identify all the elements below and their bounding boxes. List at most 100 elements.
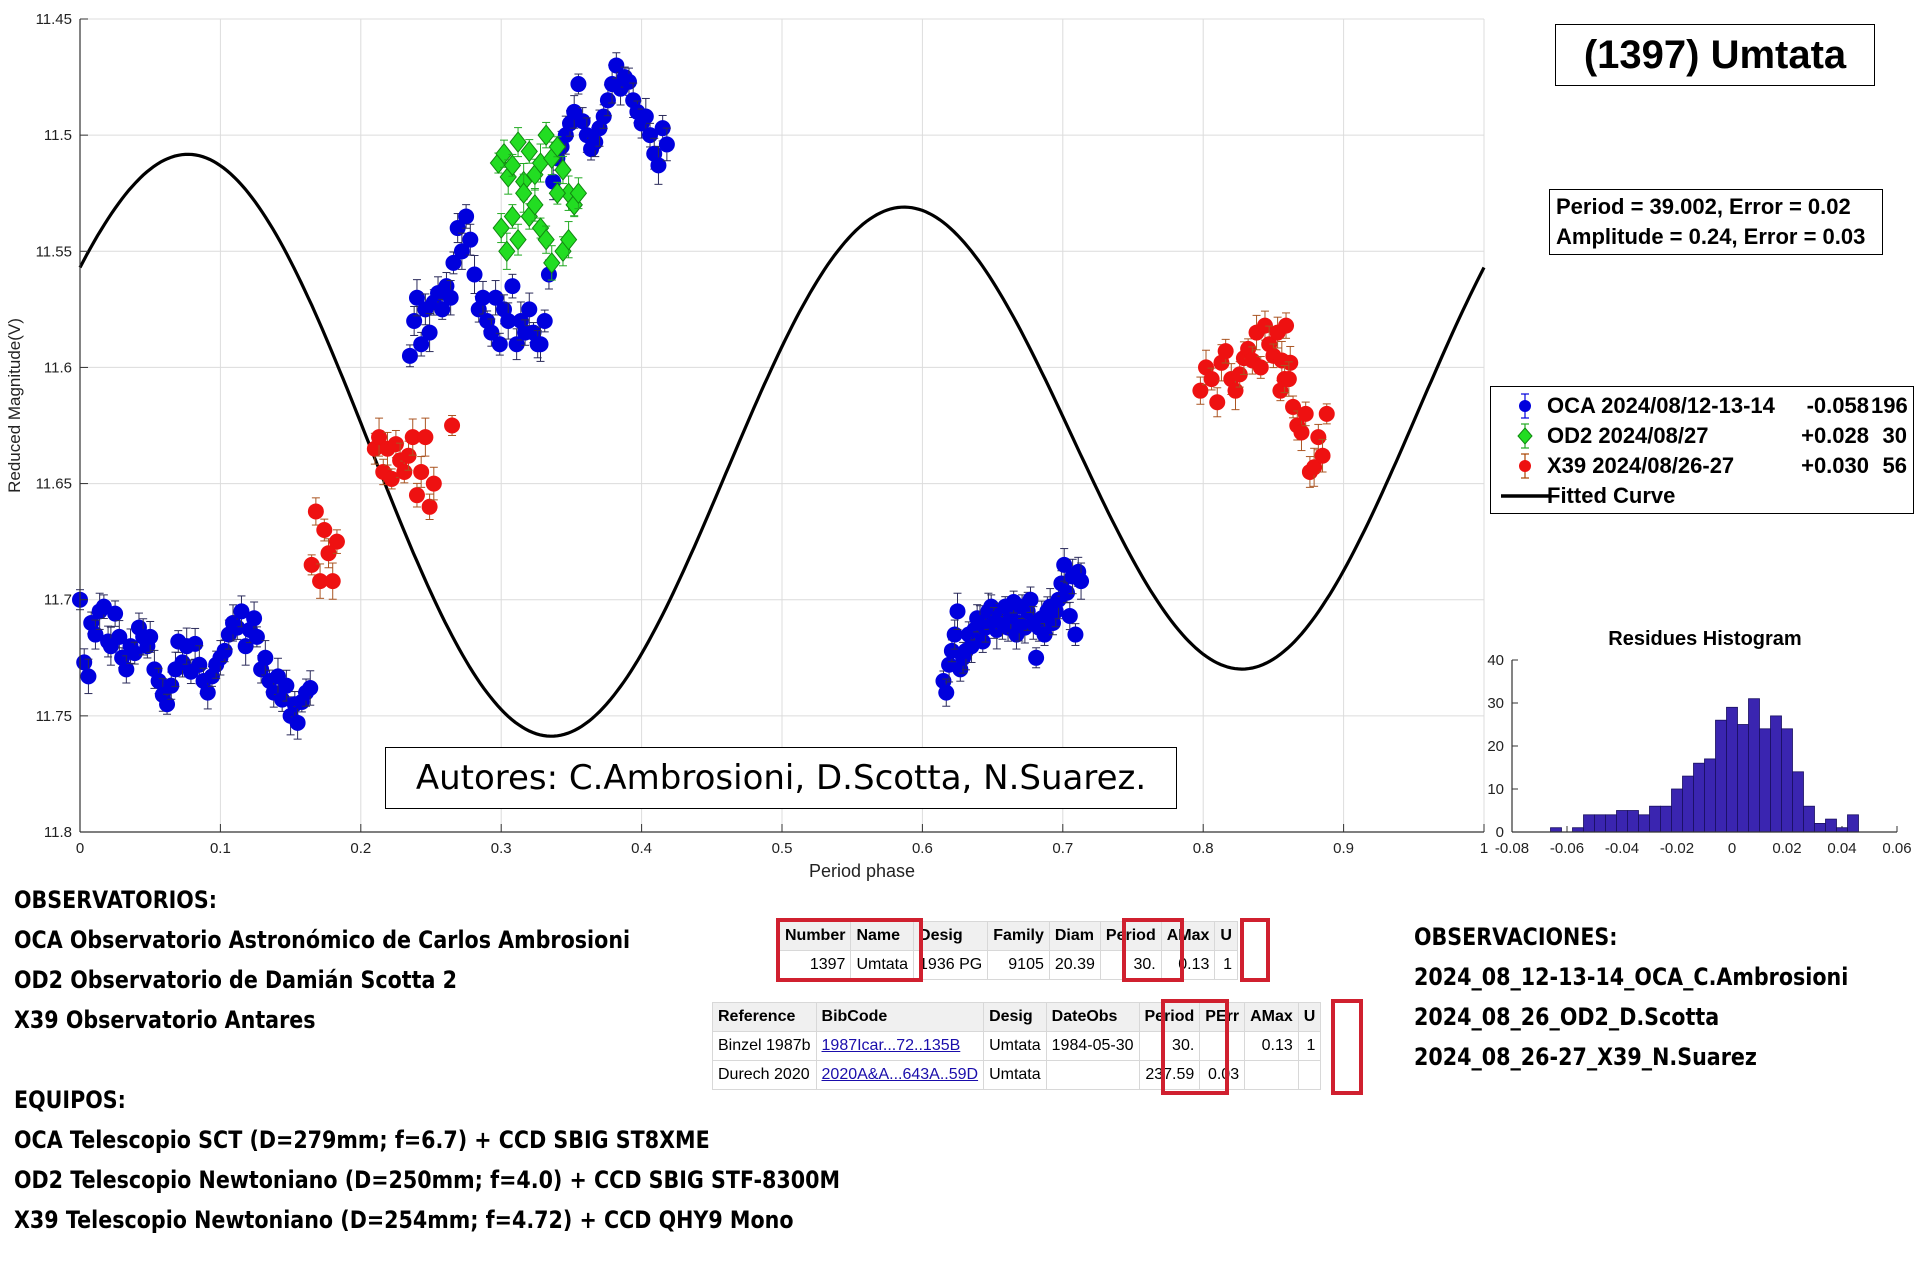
circle-marker: [453, 243, 470, 260]
data-point: [449, 213, 466, 244]
circle-marker: [1306, 459, 1323, 476]
x-tick-label: 0.7: [1052, 840, 1073, 857]
y-tick-label: 11.6: [44, 359, 72, 376]
circle-marker: [1278, 317, 1295, 334]
circle-marker: [408, 487, 425, 504]
legend-item-fit: Fitted Curve: [1491, 481, 1913, 511]
circle-marker: [1036, 626, 1053, 643]
circle-marker: [650, 157, 667, 174]
circle-marker: [421, 498, 438, 515]
data-point: [142, 620, 159, 653]
histogram-bar: [1594, 814, 1606, 833]
circle-marker: [491, 336, 508, 353]
cell-period: 30.: [1138, 1031, 1201, 1061]
period-line: Period = 39.002, Error = 0.02: [1556, 194, 1851, 219]
data-point: [383, 468, 400, 490]
legend-count: 196: [1871, 393, 1908, 418]
diamond-marker: [543, 252, 561, 274]
highlight-period: [1122, 918, 1184, 982]
data-point: [536, 309, 553, 333]
data-point: [520, 139, 538, 164]
histogram-bar: [1737, 724, 1749, 833]
data-point: [504, 273, 521, 299]
observatorios-heading: OBSERVATORIOS:: [14, 886, 217, 914]
data-point: [1314, 438, 1331, 473]
cell-name: Umtata: [850, 950, 915, 980]
data-point: [474, 280, 491, 315]
circle-marker: [408, 289, 425, 306]
bibcode-link[interactable]: 1987Icar...72..135B: [821, 1037, 961, 1054]
cell-diam: 20.39: [1048, 950, 1101, 980]
diamond-marker: [554, 159, 572, 181]
data-point: [1209, 387, 1226, 418]
histogram-bar: [1616, 810, 1628, 833]
circle-marker: [246, 610, 263, 627]
histogram-bar: [1605, 814, 1617, 833]
cell-period: 237.59: [1138, 1060, 1201, 1090]
data-point: [503, 153, 522, 177]
data-point: [324, 562, 341, 600]
histogram-bar: [1572, 827, 1584, 833]
observatorios-block: OBSERVATORIOS: OCA Observatorio Astronóm…: [14, 880, 630, 1040]
circle-marker: [387, 436, 404, 453]
cell-bibcode: 1987Icar...72..135B: [815, 1031, 985, 1061]
circle-marker: [111, 628, 128, 645]
circle-marker: [608, 57, 625, 74]
data-point: [278, 669, 295, 702]
data-point: [487, 280, 504, 316]
data-point: [526, 188, 544, 222]
cell-dateobs: [1045, 1060, 1140, 1090]
diamond-marker: [537, 228, 555, 251]
data-point: [413, 331, 430, 357]
circle-marker: [303, 556, 320, 573]
circle-marker: [1282, 354, 1299, 371]
circle-marker: [80, 668, 97, 685]
data-point: [548, 181, 567, 205]
x-tick-label: 0.5: [772, 840, 793, 857]
circle-marker: [500, 312, 517, 329]
circle-marker: [449, 220, 466, 237]
circle-marker: [1310, 429, 1327, 446]
x-tick-label: 1: [1480, 840, 1488, 857]
circle-marker: [278, 677, 295, 694]
x-tick-label: 0.4: [631, 840, 652, 857]
histogram-bar: [1781, 728, 1793, 833]
col-bibcode: BibCode: [815, 1002, 985, 1032]
circle-marker: [1314, 447, 1331, 464]
y-tick-label: 11.65: [36, 476, 72, 493]
data-point: [302, 670, 319, 706]
circle-marker: [159, 696, 176, 713]
cell-perr: [1199, 1031, 1246, 1061]
observacion-line: 2024_08_26-27_X39_N.Suarez: [1414, 1043, 1757, 1071]
data-point: [569, 177, 588, 210]
data-point: [316, 518, 333, 542]
legend-offset: +0.030: [1801, 453, 1869, 478]
circle-marker: [320, 545, 337, 562]
data-points-layer: [72, 52, 1335, 740]
data-point: [1280, 361, 1297, 397]
data-point: [1217, 338, 1234, 364]
histogram-bar: [1660, 805, 1672, 833]
hist-x-tick-label: -0.08: [1495, 840, 1529, 857]
data-point: [126, 641, 143, 665]
circle-marker: [587, 134, 604, 151]
bibcode-link[interactable]: 2020A&A...643A..59D: [821, 1066, 979, 1083]
circle-marker: [371, 429, 388, 446]
circle-marker: [658, 136, 675, 153]
circle-marker: [1217, 343, 1234, 360]
circle-marker: [483, 324, 500, 341]
legend-count: 30: [1882, 423, 1907, 448]
col-reference: Reference: [712, 1002, 817, 1032]
diamond-marker: [498, 240, 516, 263]
data-point: [159, 693, 176, 715]
legend-item-od2: OD2 2024/08/27 +0.028 30: [1491, 421, 1913, 451]
data-point: [1073, 562, 1090, 600]
circle-marker: [434, 301, 451, 318]
diamond-marker: [520, 140, 538, 163]
data-point: [328, 529, 345, 554]
data-point: [80, 658, 97, 695]
diamond-marker: [526, 194, 544, 216]
amplitude-line: Amplitude = 0.24, Error = 0.03: [1556, 224, 1866, 249]
hist-y-tick-label: 40: [1487, 652, 1504, 669]
circle-marker: [199, 684, 216, 701]
